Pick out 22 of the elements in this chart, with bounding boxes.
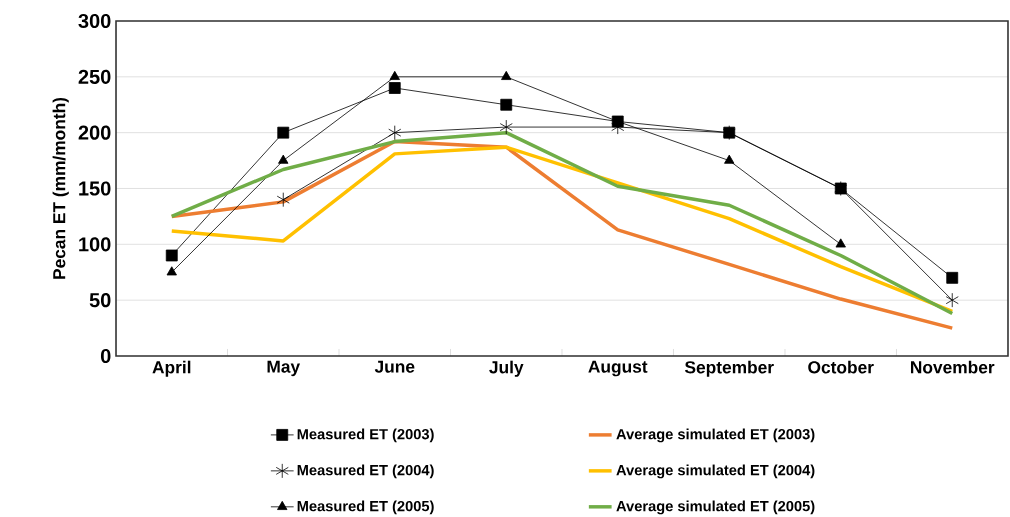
y-axis-title: Pecan ET (mm/month) bbox=[52, 97, 69, 279]
y-tick-label: 300 bbox=[78, 13, 111, 29]
x-tick-label: September bbox=[684, 360, 774, 377]
legend-label: Average simulated ET (2004) bbox=[616, 464, 815, 479]
x-tick-label: May bbox=[267, 360, 301, 377]
x-tick-label: November bbox=[911, 360, 995, 374]
y-tick-label: 0 bbox=[100, 348, 111, 364]
x-tick-label: July bbox=[489, 360, 524, 377]
legend-label: Measured ET (2004) bbox=[297, 464, 434, 479]
x-tick-label: August bbox=[588, 360, 648, 377]
x-tick-label: October bbox=[808, 360, 874, 374]
y-tick-label: 50 bbox=[89, 293, 111, 308]
y-tick-label: 100 bbox=[79, 237, 111, 252]
legend-label: Measured ET (2005) bbox=[297, 500, 434, 515]
x-tick-label: June bbox=[374, 360, 415, 373]
legend-label: Measured ET (2003) bbox=[297, 428, 434, 443]
y-tick-label: 150 bbox=[79, 181, 111, 196]
y-tick-label: 250 bbox=[78, 69, 111, 84]
legend-label: Average simulated ET (2003) bbox=[616, 428, 815, 443]
y-tick-label: 200 bbox=[78, 125, 111, 140]
x-tick-label: April bbox=[152, 360, 191, 377]
legend-label: Average simulated ET (2005) bbox=[616, 500, 815, 515]
